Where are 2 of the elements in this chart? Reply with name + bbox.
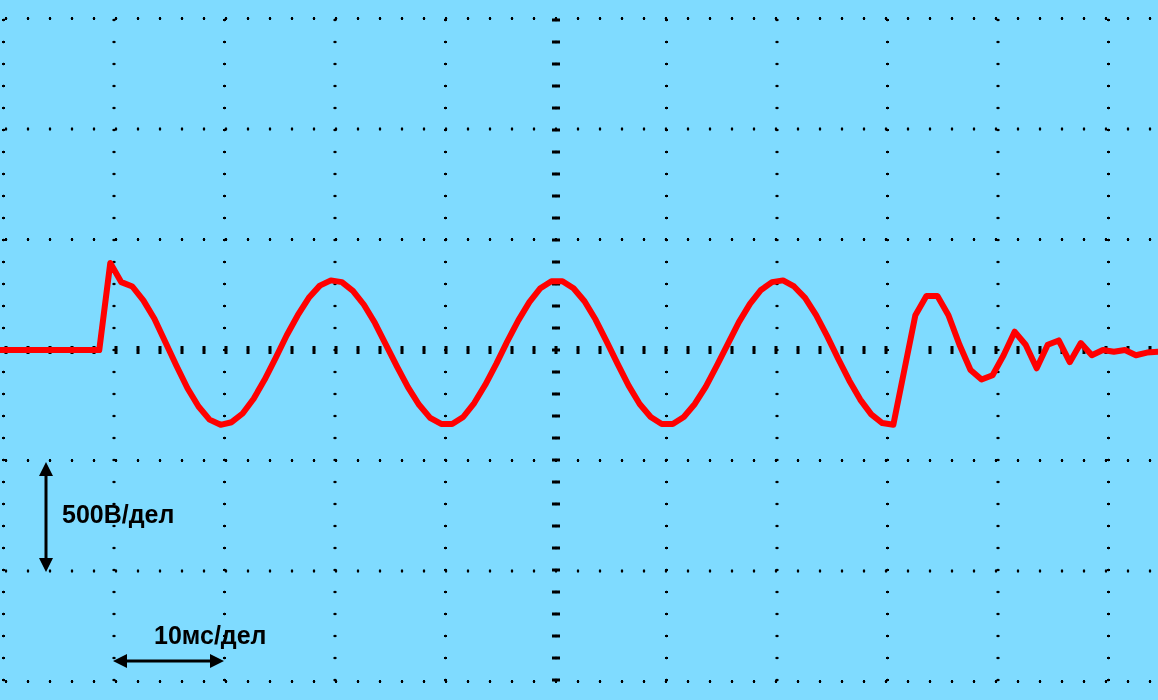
text: 10мс/дел [154,621,267,650]
text: 500В/дел [62,500,175,529]
